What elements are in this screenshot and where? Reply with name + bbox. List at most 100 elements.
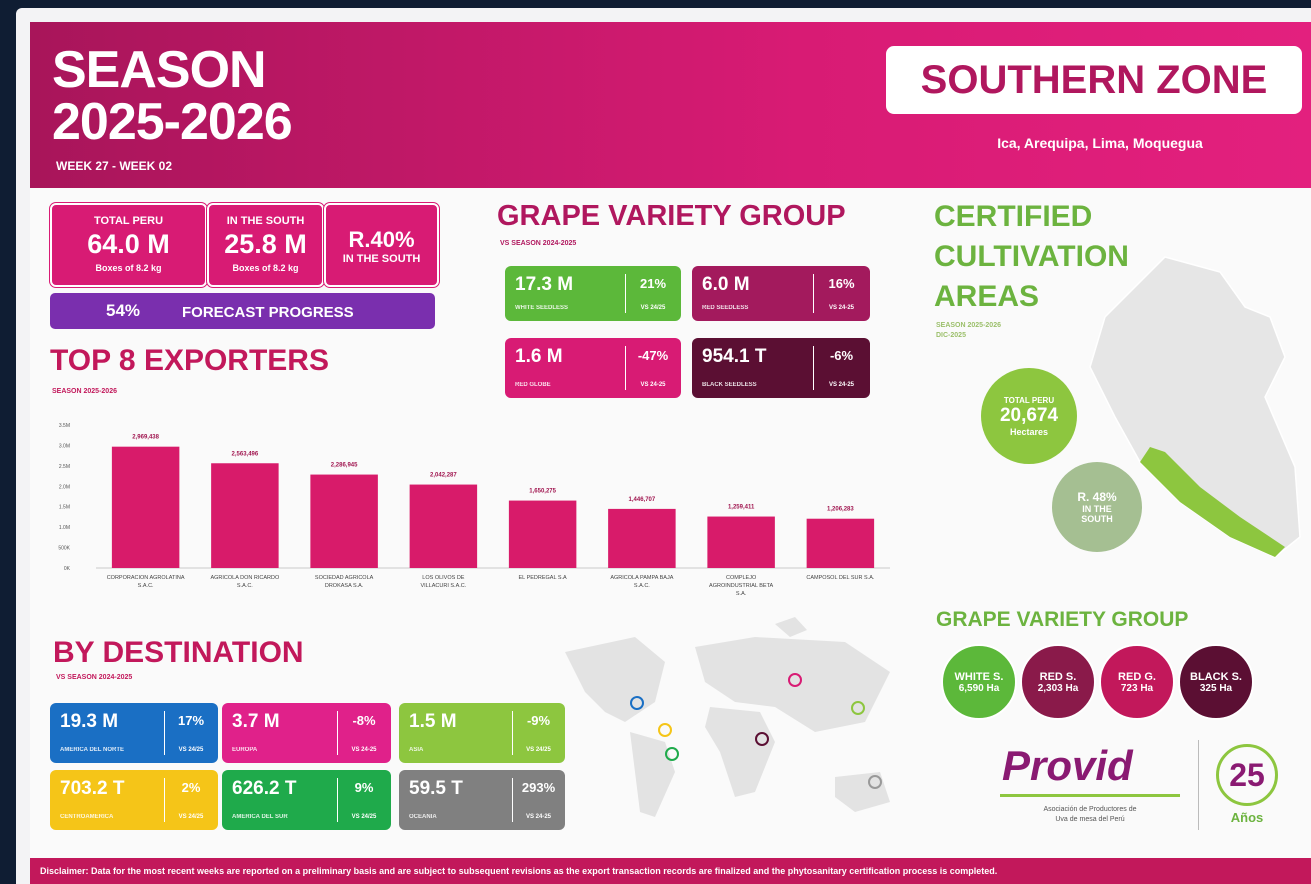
tile-change: 2% — [181, 780, 201, 795]
x-tick-line: S.A. — [736, 591, 747, 597]
tile-vs: VS 24-25 — [525, 814, 552, 820]
x-tick-line: DROKASA S.A. — [325, 583, 364, 589]
tile-value: 17.3 M — [515, 274, 574, 295]
tile-divider — [164, 711, 165, 755]
area-circle: WHITE S. 6,590 Ha — [941, 644, 1017, 720]
area-name: RED G. — [1118, 670, 1156, 683]
y-tick-label: 0K — [64, 566, 71, 572]
x-tick-line: CAMPOSOL DEL SUR S.A. — [806, 575, 875, 581]
tile-divider — [337, 711, 338, 755]
x-tick-line: AGRICOLA DON RICARDO — [210, 575, 279, 581]
forecast-label: FORECAST PROGRESS — [182, 304, 354, 321]
area-value: 2,303 Ha — [1037, 682, 1079, 694]
certified-title-line: CERTIFIED — [934, 200, 1093, 233]
tile-divider — [625, 346, 626, 390]
tile-divider — [625, 274, 626, 313]
destination-tile: 626.2 T AMERICA DEL SUR 9% VS 24/25 — [222, 770, 391, 830]
tile-change: -47% — [637, 348, 669, 363]
destination-tile: 19.3 M AMERICA DEL NORTE 17% VS 24/25 — [50, 703, 218, 763]
tile-name: EUROPA — [232, 747, 258, 753]
bar — [111, 446, 180, 568]
x-tick-label: AGRICOLA PAMPA BAJA S.A.C. — [610, 575, 673, 589]
total-area-label: TOTAL PERU — [1003, 395, 1055, 405]
tile-name: AMERICA DEL SUR — [232, 814, 288, 820]
exporters-subtitle: SEASON 2025-2026 — [52, 388, 117, 395]
tile-value: 626.2 T — [232, 778, 297, 799]
page: SEASON 2025-2026 WEEK 27 - WEEK 02 SOUTH… — [16, 8, 1311, 884]
variety-tile: 1.6 M RED GLOBE -47% VS 24-25 — [505, 338, 681, 398]
x-tick-line: S.A.C. — [634, 583, 650, 589]
bar — [310, 474, 378, 568]
tile-value: 1.5 M — [409, 711, 457, 732]
value-label: 2,286,945 — [331, 463, 358, 469]
tile-change: 16% — [828, 276, 855, 291]
certified-date: DIC-2025 — [936, 332, 966, 339]
kpi-unit: Boxes of 8.2 kg — [232, 263, 299, 273]
tile-vs: VS 24/25 — [178, 747, 204, 753]
x-tick-line: COMPLEJO — [726, 575, 757, 581]
value-label: 2,969,438 — [132, 435, 159, 441]
area-value: 6,590 Ha — [958, 682, 1000, 694]
season-title: SEASON — [52, 41, 267, 99]
tile-value: 703.2 T — [60, 778, 125, 799]
area-value: 325 Ha — [1199, 682, 1233, 694]
x-tick-line: SOCIEDAD AGRICOLA — [315, 575, 374, 581]
y-tick-label: 3.5M — [59, 423, 70, 429]
destination-tile: 703.2 T CENTROAMERICA 2% VS 24/25 — [50, 770, 218, 830]
x-tick-line: S.A.C. — [237, 583, 253, 589]
tile-vs: VS 24/25 — [640, 305, 666, 311]
bar — [707, 516, 775, 568]
x-tick-line: LOS OLIVOS DE — [422, 575, 465, 581]
south-share-value: R. 48% — [1077, 490, 1117, 504]
bar — [508, 500, 577, 568]
forecast-value: 54% — [106, 301, 141, 320]
total-area-circle: TOTAL PERU 20,674 Hectares — [981, 368, 1077, 464]
tile-value: 3.7 M — [232, 711, 280, 732]
season-years: 2025-2026 — [52, 93, 293, 151]
tile-vs: VS 24-25 — [640, 382, 666, 388]
peru-map — [1089, 256, 1301, 558]
forecast-bar: 54% FORECAST PROGRESS — [50, 293, 435, 329]
tile-change: 17% — [177, 713, 205, 728]
tile-name: BLACK SEEDLESS — [702, 382, 757, 388]
logo-swoosh — [1000, 794, 1180, 797]
bar — [409, 484, 478, 568]
bar — [211, 463, 279, 568]
x-tick-line: S.A.C. — [138, 583, 154, 589]
bar — [608, 508, 676, 568]
kpi-box: IN THE SOUTH 25.8 M Boxes of 8.2 kg — [207, 203, 324, 287]
logo-divider — [1198, 740, 1199, 830]
tile-change: 293% — [521, 780, 556, 795]
tile-divider — [512, 778, 513, 822]
area-name: RED S. — [1039, 670, 1077, 683]
y-tick-label: 3.0M — [59, 443, 70, 449]
x-tick-label: CORPORACION AGROLATINA S.A.C. — [107, 575, 185, 589]
tile-divider — [337, 778, 338, 822]
tile-change: -9% — [526, 713, 551, 728]
certified-title-line: CULTIVATION — [934, 240, 1129, 273]
south-share-circle: R. 48% IN THE SOUTH — [1052, 462, 1142, 552]
kpi-box: TOTAL PERU 64.0 M Boxes of 8.2 kg — [50, 203, 207, 287]
tile-name: RED GLOBE — [515, 382, 551, 388]
x-tick-label: CAMPOSOL DEL SUR S.A. — [806, 575, 875, 581]
infographic: SEASON 2025-2026 WEEK 27 - WEEK 02 SOUTH… — [30, 22, 1311, 884]
tile-value: 59.5 T — [409, 778, 463, 799]
x-tick-label: SOCIEDAD AGRICOLA DROKASA S.A. — [315, 575, 374, 589]
logo-name: Provid — [1002, 742, 1133, 789]
area-value: 723 Ha — [1120, 682, 1154, 694]
bar — [806, 518, 875, 568]
destination-tile: 1.5 M ASIA -9% VS 24/25 — [399, 703, 565, 763]
tile-vs: VS 24-25 — [828, 382, 855, 388]
x-tick-label: EL PEDREGAL S.A — [519, 575, 568, 581]
area-name: WHITE S. — [954, 670, 1004, 683]
regions: Ica, Arequipa, Lima, Moquegua — [997, 135, 1203, 151]
destination-tile: 3.7 M EUROPA -8% VS 24-25 — [222, 703, 391, 763]
value-label: 2,042,287 — [430, 473, 457, 479]
kpi-label: IN THE SOUTH — [342, 253, 421, 265]
y-tick-label: 1.0M — [59, 525, 70, 531]
variety-tile: 954.1 T BLACK SEEDLESS -6% VS 24-25 — [692, 338, 870, 398]
certified-title-line: AREAS — [934, 280, 1040, 313]
area-circle: RED G. 723 Ha — [1099, 644, 1175, 720]
x-tick-label: AGRICOLA DON RICARDO S.A.C. — [210, 575, 279, 589]
value-label: 1,206,283 — [827, 507, 854, 513]
